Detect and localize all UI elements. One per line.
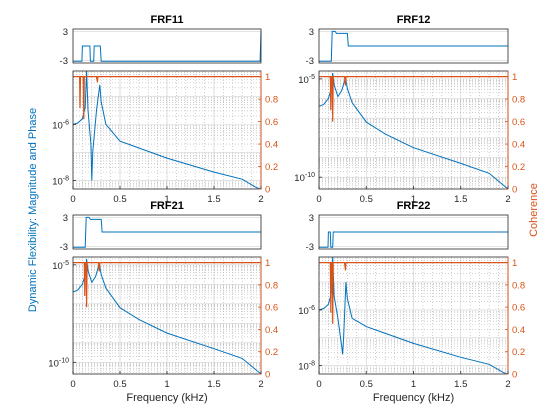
phase-line [73, 216, 261, 248]
mag-ytick-label: 10-10 [48, 357, 69, 369]
x-axis-label: Frequency (kHz) [373, 392, 454, 404]
coherence-line [319, 262, 508, 324]
xtick-label: 0 [316, 194, 321, 205]
coherence-line [319, 76, 508, 122]
phase-line [319, 30, 508, 62]
x-axis-label: Frequency (kHz) [126, 392, 207, 404]
phase-axes-box [318, 28, 509, 64]
phase-ytick-label: 3 [63, 213, 68, 224]
panel-title: FRF21 [150, 200, 184, 212]
coherence-ytick-label: 0.4 [512, 325, 525, 336]
xtick-label: 0 [70, 379, 75, 390]
coherence-ytick-label: 1 [265, 258, 270, 269]
coherence-ytick-label: 0.8 [265, 280, 278, 291]
xtick-label: 1 [411, 194, 416, 205]
xtick-label: 0.5 [360, 194, 373, 205]
panel-title: FRF12 [397, 14, 431, 26]
coherence-ytick-label: 1 [512, 72, 517, 83]
xtick-label: 1.5 [207, 379, 220, 390]
mag-ytick-label: 10-5 [298, 74, 315, 86]
xtick-label: 1.5 [454, 194, 467, 205]
xtick-label: 1 [164, 379, 169, 390]
xtick-label: 0.5 [113, 194, 126, 205]
coherence-ytick-label: 0.6 [512, 117, 525, 128]
phase-ytick-label: -3 [60, 242, 68, 253]
coherence-ytick-label: 0 [265, 370, 270, 381]
mag-ytick-label: 10-8 [52, 176, 69, 188]
coherence-ytick-label: 0.4 [512, 140, 525, 151]
coherence-ytick-label: 0.2 [265, 347, 278, 358]
coherence-ytick-label: 0.8 [512, 95, 525, 106]
phase-line [73, 31, 262, 62]
shared-ylabel: Dynamic Flexibility: Magnitude and Phase [27, 108, 39, 312]
mag-ytick-label: 10-10 [294, 172, 315, 184]
phase-axes-box [72, 214, 262, 250]
mag-ytick-label: 10-5 [52, 260, 69, 272]
xtick-label: 1.5 [207, 194, 220, 205]
coherence-ytick-label: 0.2 [512, 162, 525, 173]
coherence-ytick-label: 0 [512, 370, 517, 381]
xtick-label: 1 [411, 379, 416, 390]
xtick-label: 0 [70, 194, 75, 205]
phase-ytick-label: -3 [306, 56, 314, 67]
magnitude-line [73, 71, 261, 189]
coherence-ytick-label: 1 [265, 72, 270, 83]
phase-ytick-label: 3 [309, 213, 314, 224]
coherence-ytick-label: 0.6 [512, 303, 525, 314]
phase-axes-box [318, 214, 509, 250]
mag-ytick-label: 10-6 [52, 119, 69, 131]
xtick-label: 0.5 [113, 379, 126, 390]
coherence-ytick-label: 0.4 [265, 325, 278, 336]
coherence-ytick-label: 0.8 [265, 95, 278, 106]
coherence-ytick-label: 1 [512, 258, 517, 269]
phase-ytick-label: 3 [63, 27, 68, 38]
xtick-label: 0.5 [360, 379, 373, 390]
xtick-label: 2 [258, 194, 263, 205]
xtick-label: 1 [164, 194, 169, 205]
xtick-label: 1.5 [454, 379, 467, 390]
coherence-ytick-label: 0.2 [265, 162, 278, 173]
xtick-label: 2 [505, 194, 510, 205]
mag-ytick-label: 10-8 [298, 361, 315, 373]
coherence-line [73, 262, 261, 308]
phase-ytick-label: 3 [309, 27, 314, 38]
xtick-label: 0 [316, 379, 321, 390]
mag-ytick-label: 10-6 [298, 305, 315, 317]
phase-ytick-label: -3 [60, 56, 68, 67]
coherence-ytick-label: 0.6 [265, 303, 278, 314]
coherence-line [73, 76, 261, 120]
shared-ylabel-right: Coherence [528, 183, 540, 237]
xtick-label: 2 [505, 379, 510, 390]
phase-ytick-label: -3 [306, 242, 314, 253]
coherence-ytick-label: 0.8 [512, 280, 525, 291]
phase-axes-bg [73, 29, 261, 63]
panel-title: FRF11 [150, 14, 183, 26]
phase-axes-box [72, 28, 262, 64]
phase-line [319, 231, 508, 248]
coherence-ytick-label: 0 [512, 185, 517, 196]
coherence-ytick-label: 0.2 [512, 347, 525, 358]
coherence-ytick-label: 0.6 [265, 117, 278, 128]
coherence-ytick-label: 0 [265, 185, 270, 196]
coherence-ytick-label: 0.4 [265, 140, 278, 151]
xtick-label: 2 [258, 379, 263, 390]
panel-title: FRF22 [397, 200, 431, 212]
